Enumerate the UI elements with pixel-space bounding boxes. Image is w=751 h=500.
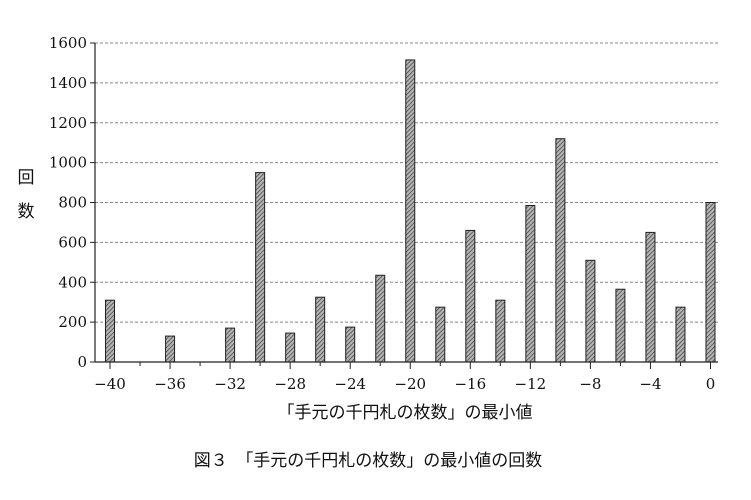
x-axis-title: 「手元の千円札の枚数」の最小値 <box>278 403 533 423</box>
bar-14 <box>585 259 596 363</box>
bar-18 <box>705 202 716 363</box>
bar-9 <box>435 306 446 363</box>
x-tick-label-6: −16 <box>454 375 486 393</box>
bar-7 <box>375 274 386 363</box>
y-tick-label-1000: 1000 <box>49 154 87 172</box>
y-tick-labels: 0 200 400 600 800 1000 1200 1400 1600 <box>49 34 87 371</box>
x-tick-label-1: −36 <box>154 375 186 393</box>
y-tick-label-800: 800 <box>58 194 87 212</box>
bar-12 <box>525 204 536 363</box>
y-tick-label-200: 200 <box>58 313 87 331</box>
x-tick-label-2: −32 <box>214 375 246 393</box>
y-tick-label-1200: 1200 <box>49 114 87 132</box>
bar-4 <box>285 332 296 363</box>
y-tick-label-1400: 1400 <box>49 74 87 92</box>
x-tick-label-4: −24 <box>334 375 366 393</box>
bar-13 <box>555 138 566 363</box>
bar-0 <box>105 299 116 363</box>
x-tick-label-8: −8 <box>579 375 601 393</box>
y-tick-label-600: 600 <box>58 233 87 251</box>
bar-10 <box>465 229 476 363</box>
figure-caption: 図３ 「手元の千円札の枚数」の最小値の回数 <box>194 451 543 471</box>
axes <box>90 42 718 369</box>
bar-11 <box>495 299 506 363</box>
x-tick-label-5: −20 <box>394 375 426 393</box>
bars <box>105 59 716 363</box>
y-tick-label-400: 400 <box>58 273 87 291</box>
bar-15 <box>615 288 626 363</box>
y-axis-title-char: 回 <box>18 168 35 188</box>
y-axis-title-char: 数 <box>18 202 35 222</box>
bar-8 <box>405 59 416 363</box>
bar-17 <box>675 306 686 363</box>
bar-1 <box>165 335 176 363</box>
bar-6 <box>345 326 356 363</box>
bar-2 <box>225 327 236 363</box>
x-tick-label-7: −12 <box>515 375 547 393</box>
x-tick-label-10: 0 <box>706 375 716 393</box>
x-tick-label-9: −4 <box>639 375 661 393</box>
y-tick-label-1600: 1600 <box>49 34 87 52</box>
bar-5 <box>315 296 326 363</box>
x-tick-labels: −40 −36 −32 −28 −24 −20 −16 −12 −8 −4 0 <box>94 375 715 393</box>
bar-16 <box>645 231 656 363</box>
x-tick-label-0: −40 <box>94 375 126 393</box>
bar-3 <box>255 172 266 363</box>
y-axis-title: 回数 <box>18 168 35 222</box>
x-tick-label-3: −28 <box>274 375 306 393</box>
y-tick-label-0: 0 <box>77 353 87 371</box>
